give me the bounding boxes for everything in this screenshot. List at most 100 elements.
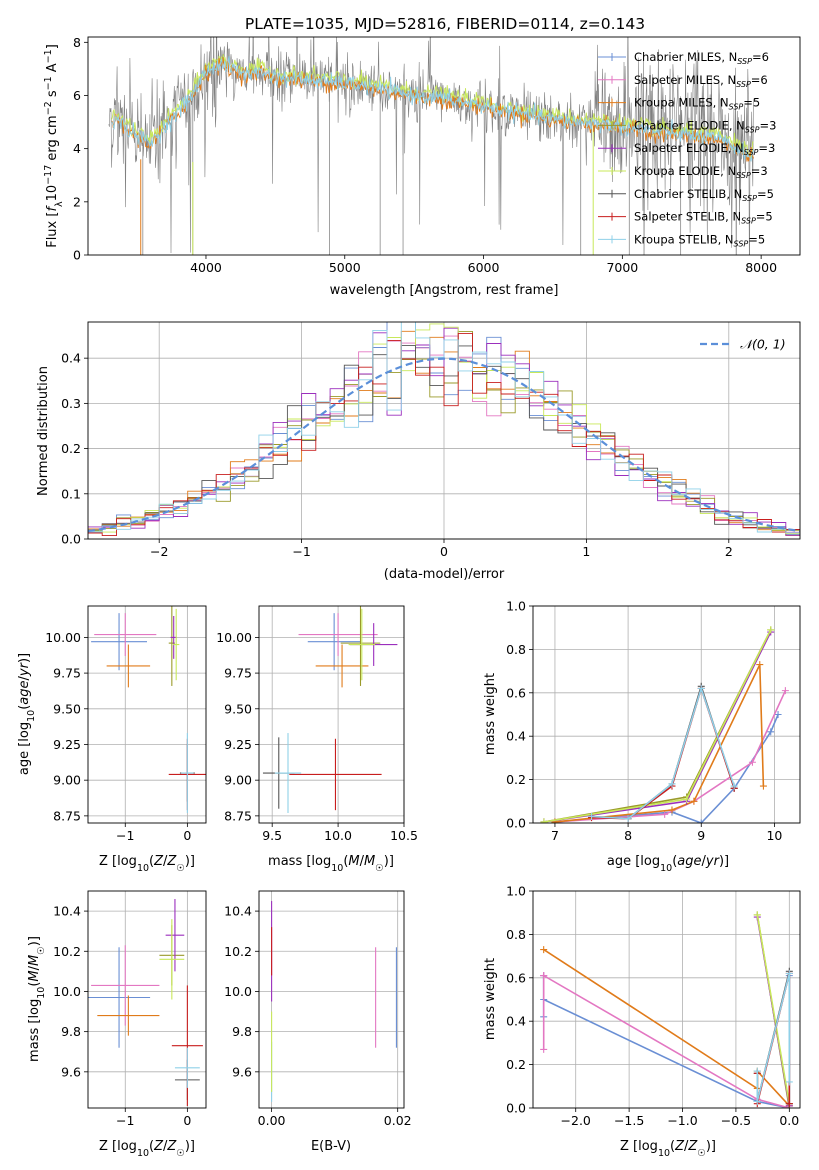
weight-vs-Z-xlabel-part: )] <box>706 1139 716 1154</box>
spectrum-data-line <box>108 37 755 255</box>
residuals-xtick-label: −2 <box>150 544 168 559</box>
residuals-xlabel: (data-model)/error <box>384 567 505 582</box>
age_vs_Z-frame <box>87 605 207 824</box>
weight-vs-Z-xlabel-part: ☉ <box>697 1148 706 1159</box>
legend-label: Salpeter MILES, NSSP=6 <box>634 73 768 89</box>
spectrum-xlabel-part: wavelength [Angstrom, rest frame] <box>330 283 559 298</box>
age-vs-mass-xlabel-part: 10 <box>331 863 343 874</box>
weight-vs-Z-xlabel-part: Z <box>674 1139 685 1154</box>
weight_vs_Z-ytick-label: 1.0 <box>506 884 526 899</box>
weight-series-marker <box>690 797 698 805</box>
mass-vs-Z-xlabel-part: Z <box>166 1139 177 1154</box>
errorbar-point <box>159 919 185 1000</box>
age-vs-Z-ylabel-part: 10 <box>26 710 37 722</box>
residuals-axes: −2 −1 0 1 2 0.0 0.1 0.2 0.3 0.4 𝒩(0, 1) (data-model… <box>36 321 801 582</box>
weight_vs_Z-frame <box>532 890 801 1109</box>
age_vs_Z-ytick-label: 9.00 <box>53 773 81 788</box>
mass_vs_ebv-ytick-label: 10.2 <box>224 944 252 959</box>
spectrum-legend: Chabrier MILES, N SSP =6 Salpeter MILES, NS… <box>598 50 776 248</box>
weight-vs-age-xlabel-part: age <box>677 854 701 869</box>
legend-label-tail: =6 <box>752 50 769 64</box>
weight-series-marker <box>774 711 782 718</box>
legend-label-tail: =5 <box>756 210 773 224</box>
age-vs-Z-xlabel-part: Z <box>153 854 164 869</box>
spectrum-ylabel-part: −17 <box>43 165 54 185</box>
age_vs_Z-ytick-label: 8.75 <box>53 808 81 823</box>
weight_vs_Z-xtick-label: 0.0 <box>779 1113 799 1128</box>
spectrum-ylabel-part: −2 <box>43 101 54 115</box>
weight-series-marker <box>540 946 548 954</box>
weight-series-line <box>543 629 772 823</box>
weight-vs-Z-xlabel-part: ( <box>670 1139 675 1154</box>
residuals-frame <box>87 321 801 540</box>
figure-title: PLATE=1035, MJD=52816, FIBERID=0114, z=0… <box>245 15 645 33</box>
spectrum-ylabel-part: 10 <box>45 185 60 202</box>
weight-series-marker <box>588 812 596 820</box>
weight_vs_age-ytick-label: 0.0 <box>506 816 526 831</box>
errorbar-point <box>88 947 151 1048</box>
legend-label-tail: =3 <box>758 141 775 155</box>
age-vs-mass-xlabel-part: ☉ <box>375 863 384 874</box>
weight-vs-age-xlabel-part: age [log <box>607 854 660 869</box>
legend-label-sub: SSP <box>736 80 751 89</box>
weight_vs_age-ytick-label: 0.2 <box>506 772 526 787</box>
spectrum-xtick-label: 7000 <box>606 260 638 275</box>
residuals-xtick-label: −1 <box>292 544 310 559</box>
weight_vs_age-ytick-label: 0.4 <box>506 729 526 744</box>
spectrum-ytick-label: 4 <box>73 141 81 156</box>
residuals-ytick-label: 0.4 <box>61 351 81 366</box>
weight-series-marker <box>540 972 548 980</box>
residuals-normal-curve <box>88 357 800 533</box>
residuals-histogram-step <box>88 332 800 537</box>
age_vs_mass-ytick-label: 8.75 <box>224 808 252 823</box>
legend-label-main: Chabrier MILES, N <box>634 50 737 64</box>
weight-vs-age-xlabel: age [log10(age/yr)] <box>607 854 729 874</box>
age_vs_mass-ytick-label: 9.00 <box>224 773 252 788</box>
age-vs-Z-ylabel: age [log10(age/yr)] <box>17 653 37 775</box>
weight-vs-Z-xlabel-part: / <box>684 1139 689 1154</box>
legend-label: Chabrier ELODIE, NSSP=3 <box>634 118 776 134</box>
spectrum-xtick-label: 8000 <box>745 260 777 275</box>
age_vs_Z-ytick-label: 9.50 <box>53 701 81 716</box>
weight-series-marker <box>753 911 761 919</box>
age-vs-Z-xlabel: Z [log10(Z/Z☉)] <box>99 854 195 874</box>
weight_vs_Z-xtick-label: −1.5 <box>614 1113 644 1128</box>
residuals-ylabel: Normed distribution <box>36 366 51 496</box>
mass_vs_Z-plot-area <box>88 899 203 1106</box>
age_vs_Z-xtick-label: −1 <box>116 828 134 843</box>
legend-label-main: Salpeter STELIB, N <box>634 210 741 224</box>
weight-series-marker <box>697 819 705 823</box>
weight-vs-Z-xlabel: Z [log10(Z/Z☉)] <box>620 1139 716 1159</box>
age_vs_mass-ytick-label: 9.75 <box>224 666 252 681</box>
weight-series-marker <box>540 818 548 823</box>
weight-series-marker <box>661 810 669 818</box>
legend-label-sub: SSP <box>741 217 756 226</box>
mass_vs_Z-axes: −1 09.69.810.010.210.4Z [log10(Z/Z☉)]mass… <box>27 890 207 1159</box>
mass_vs_ebv-xtick-label: 0.02 <box>384 1113 412 1128</box>
weight-series-marker <box>767 626 775 634</box>
spectrum-xtick-label: 5000 <box>329 260 361 275</box>
age_vs_mass-xtick-label: 10.0 <box>324 828 352 843</box>
spectrum-xlabel: wavelength [Angstrom, rest frame] <box>330 283 559 298</box>
weight-vs-age-xlabel-part: 10 <box>660 863 672 874</box>
age-vs-Z-xlabel-part: Z [log <box>99 854 137 869</box>
age-vs-mass-xlabel-part: M <box>348 854 359 869</box>
errorbar-point <box>289 738 382 811</box>
weight_vs_Z-xtick-label: −1.0 <box>667 1113 697 1128</box>
mass-vs-Z-xlabel-part: Z <box>153 1139 164 1154</box>
weight-series-marker <box>785 1078 793 1086</box>
mass-vs-Z-ylabel-part: ( <box>27 982 42 987</box>
mass_vs_ebv-frame <box>258 890 405 1109</box>
mass_vs_ebv-ytick-label: 10.0 <box>224 984 252 999</box>
residuals-ytick-label: 0.1 <box>61 486 81 501</box>
legend-label-sub: SSP <box>744 148 759 157</box>
weight-series-marker <box>756 661 764 669</box>
age_vs_mass-xtick-label: 9.5 <box>262 828 282 843</box>
weight-series-line <box>591 683 735 820</box>
age_vs_mass-ytick-label: 9.50 <box>224 701 252 716</box>
mass-vs-Z-ylabel-part: ☉ <box>36 946 47 955</box>
age-vs-Z-ylabel-part: )] <box>17 653 32 663</box>
legend-label-main: Kroupa MILES, N <box>634 96 729 110</box>
